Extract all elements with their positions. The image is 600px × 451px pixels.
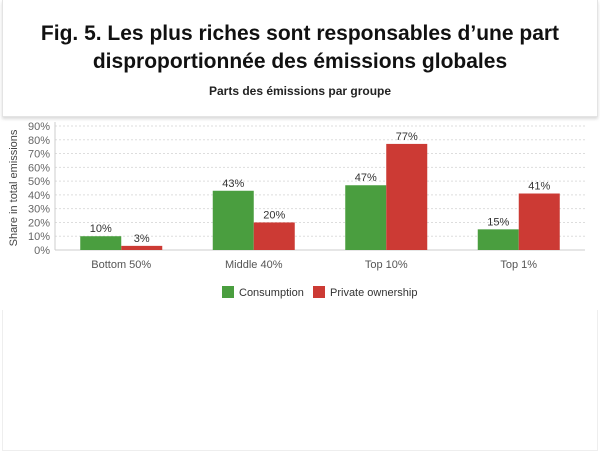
data-label: 20%	[263, 209, 285, 221]
y-tick-label: 90%	[28, 121, 50, 133]
y-tick-label: 80%	[28, 135, 50, 147]
bar-private-ownership	[253, 222, 295, 250]
y-tick-label: 0%	[34, 245, 50, 257]
y-tick-label: 60%	[28, 162, 50, 174]
y-tick-label: 30%	[28, 204, 50, 216]
x-tick-label: Top 1%	[500, 259, 537, 271]
bar-consumption	[477, 229, 519, 250]
bar-private-ownership	[121, 245, 163, 250]
legend-label: Consumption	[239, 287, 304, 299]
x-tick-label: Bottom 50%	[91, 259, 151, 271]
data-label: 10%	[90, 223, 112, 235]
y-tick-label: 20%	[28, 217, 50, 229]
data-label: 3%	[134, 233, 150, 245]
y-axis-label: Share in total emissions	[8, 129, 20, 246]
y-tick-label: 70%	[28, 149, 50, 161]
data-label: 43%	[222, 178, 244, 190]
title-line-2: disproportionnée des émissions globales	[92, 50, 508, 73]
x-tick-label: Top 10%	[365, 259, 408, 271]
legend-label: Private ownership	[330, 287, 417, 299]
x-tick-label: Middle 40%	[225, 259, 283, 271]
data-label: 77%	[396, 131, 418, 143]
y-tick-label: 50%	[28, 176, 50, 188]
y-tick-label: 40%	[28, 190, 50, 202]
figure-title: Fig. 5. Les plus riches sont responsable…	[0, 20, 600, 76]
legend-swatch	[222, 286, 234, 298]
chart-subtitle: Parts des émissions par groupe	[208, 84, 392, 98]
data-label: 47%	[355, 172, 377, 184]
data-label: 15%	[487, 216, 509, 228]
title-line-1: Fig. 5. Les plus riches sont responsable…	[40, 22, 560, 45]
bar-private-ownership	[518, 193, 560, 250]
y-tick-label: 10%	[28, 231, 50, 243]
bar-consumption	[345, 185, 387, 250]
data-label: 41%	[528, 181, 550, 193]
bar-consumption	[212, 190, 254, 250]
header-panel	[2, 0, 598, 117]
legend-swatch	[313, 286, 325, 298]
bar-private-ownership	[386, 143, 428, 250]
bar-consumption	[80, 236, 122, 250]
